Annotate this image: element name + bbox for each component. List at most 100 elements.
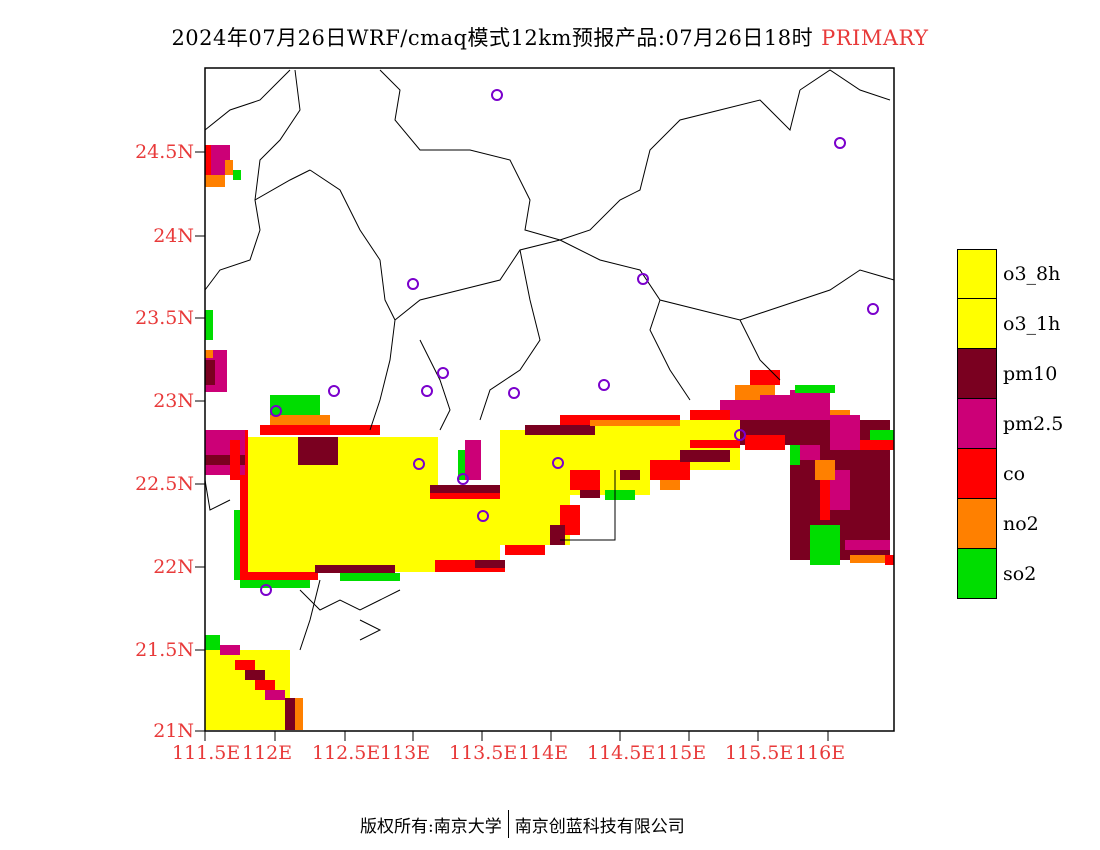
legend-swatch bbox=[957, 499, 997, 549]
border-line bbox=[369, 319, 396, 431]
legend-label: co bbox=[1003, 463, 1026, 485]
station-marker bbox=[867, 303, 879, 315]
border-line bbox=[379, 69, 561, 241]
legend-item: pm2.5 bbox=[957, 399, 1063, 449]
lon-tick-label: 116E bbox=[795, 742, 846, 764]
lon-tick-label: 112E bbox=[242, 742, 293, 764]
station-marker bbox=[328, 385, 340, 397]
border-line bbox=[299, 589, 401, 611]
legend-swatch bbox=[957, 399, 997, 449]
pollution-cell bbox=[205, 175, 225, 187]
station-marker bbox=[407, 278, 419, 290]
station-marker bbox=[437, 367, 449, 379]
pollution-cell bbox=[458, 450, 465, 480]
legend-item: no2 bbox=[957, 499, 1063, 549]
legend-item: so2 bbox=[957, 549, 1063, 599]
copyright-footer: 版权所有:南京大学 南京创蓝科技有限公司 bbox=[360, 810, 685, 838]
pollution-cell bbox=[205, 360, 215, 385]
station-marker bbox=[834, 137, 846, 149]
pollution-cell bbox=[680, 450, 730, 462]
pollution-cell bbox=[465, 440, 481, 480]
pollution-cell bbox=[205, 310, 213, 340]
station-markers bbox=[260, 89, 879, 596]
pollution-cell bbox=[550, 525, 565, 545]
pollution-cell bbox=[315, 565, 395, 573]
pollution-cell bbox=[430, 493, 500, 499]
lon-tick-label: 114E bbox=[518, 742, 569, 764]
station-marker bbox=[491, 89, 503, 101]
pollution-cell bbox=[235, 660, 255, 670]
pollution-cell bbox=[845, 540, 890, 550]
station-marker bbox=[413, 458, 425, 470]
pollution-cell bbox=[230, 440, 240, 480]
station-marker bbox=[598, 379, 610, 391]
pollution-cell bbox=[850, 555, 890, 563]
pollution-cell bbox=[475, 560, 505, 568]
pollution-cell bbox=[233, 170, 241, 180]
pollution-cell bbox=[795, 385, 835, 393]
border-line bbox=[394, 239, 561, 321]
border-line bbox=[204, 169, 311, 291]
border-line bbox=[649, 299, 691, 401]
lat-tick-label: 24N bbox=[153, 225, 194, 247]
pollution-cell bbox=[295, 698, 303, 730]
station-marker bbox=[637, 273, 649, 285]
legend-label: o3_8h bbox=[1003, 263, 1061, 285]
pollution-cell bbox=[820, 480, 830, 520]
pollution-cell bbox=[870, 430, 894, 440]
pollution-cell bbox=[340, 573, 400, 581]
lat-tick-label: 22.5N bbox=[135, 473, 194, 495]
pollution-cell bbox=[760, 395, 790, 420]
pollution-cell bbox=[580, 490, 600, 498]
legend-label: pm2.5 bbox=[1003, 413, 1064, 435]
legend: o3_8h o3_1h pm10 pm2.5 co no2 so2 bbox=[957, 249, 1063, 599]
pollution-cell bbox=[430, 490, 500, 570]
footer-right: 南京创蓝科技有限公司 bbox=[514, 816, 685, 837]
pollution-cell bbox=[505, 545, 545, 555]
lat-tick-label: 23.5N bbox=[135, 307, 194, 329]
pollution-cell bbox=[240, 580, 310, 588]
pollution-cell bbox=[690, 410, 730, 420]
border-line bbox=[479, 249, 541, 421]
station-marker bbox=[260, 584, 272, 596]
pollution-cell bbox=[225, 160, 233, 175]
lon-tick-label: 112.5E bbox=[312, 742, 381, 764]
lon-tick-label: 113.5E bbox=[449, 742, 518, 764]
pollution-cell bbox=[205, 350, 213, 358]
border-line bbox=[559, 239, 895, 321]
pollution-cell bbox=[815, 460, 835, 480]
border-line bbox=[254, 69, 301, 201]
pollution-cell bbox=[220, 645, 240, 655]
title-main: 2024年07月26日WRF/cmaq模式12km预报产品:07月26日18时 bbox=[171, 26, 814, 50]
pollution-cell bbox=[650, 460, 690, 480]
pollution-cell bbox=[260, 425, 380, 435]
pollution-cell bbox=[790, 390, 830, 420]
pollution-cell bbox=[885, 555, 894, 565]
station-marker bbox=[734, 429, 746, 441]
footer-divider bbox=[507, 810, 509, 838]
pollution-cell bbox=[810, 525, 840, 565]
lon-tick-label: 111.5E bbox=[172, 742, 241, 764]
pollution-cell bbox=[750, 370, 780, 385]
pollution-cell bbox=[245, 670, 265, 680]
title-tag: PRIMARY bbox=[821, 26, 929, 50]
legend-label: so2 bbox=[1003, 563, 1037, 585]
pollution-cell bbox=[800, 445, 820, 460]
legend-item: o3_8h bbox=[957, 249, 1063, 299]
station-marker bbox=[457, 473, 469, 485]
legend-label: o3_1h bbox=[1003, 313, 1061, 335]
pollution-cell bbox=[270, 415, 330, 425]
pollution-cell bbox=[270, 395, 320, 415]
legend-swatch bbox=[957, 299, 997, 349]
legend-item: co bbox=[957, 449, 1063, 499]
station-marker bbox=[270, 405, 282, 417]
pollution-cell bbox=[234, 510, 240, 580]
lat-tick-label: 21.5N bbox=[135, 639, 194, 661]
legend-item: pm10 bbox=[957, 349, 1063, 399]
border-line bbox=[739, 319, 781, 381]
lon-tick-label: 114.5E bbox=[587, 742, 656, 764]
legend-swatch bbox=[957, 249, 997, 299]
pollution-cell bbox=[830, 415, 860, 450]
pollution-cell bbox=[690, 440, 740, 448]
